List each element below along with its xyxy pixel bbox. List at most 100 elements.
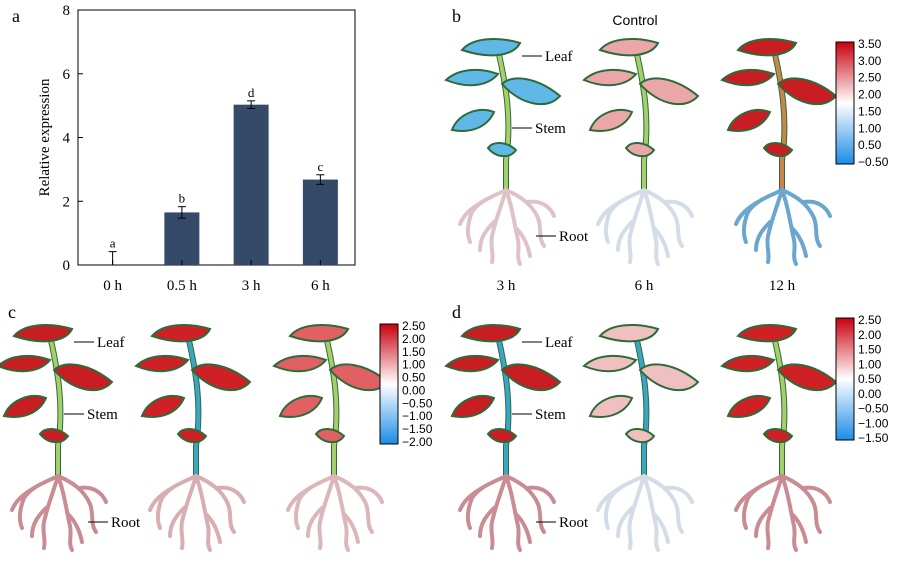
colorbar-tick-label: 1.50	[402, 345, 426, 359]
organ-label-root: Root	[559, 515, 589, 531]
root	[286, 486, 312, 512]
leaf-group	[314, 428, 346, 444]
leaf	[582, 68, 638, 87]
leaf-group	[460, 38, 522, 57]
leaf-group	[588, 109, 634, 132]
root	[790, 512, 808, 544]
root	[780, 474, 798, 552]
leaf	[314, 428, 346, 444]
colorbar-tick-label: 1.00	[402, 358, 426, 372]
y-tick-label: 0	[63, 258, 71, 274]
y-tick-label: 8	[63, 3, 71, 19]
leaf-group	[288, 324, 350, 343]
root	[652, 226, 670, 258]
leaf	[272, 354, 328, 373]
root	[504, 188, 546, 248]
root	[734, 486, 760, 512]
root	[596, 200, 622, 226]
colorbar-tick-label: −1.50	[858, 431, 889, 445]
plant	[582, 324, 700, 552]
root	[765, 474, 784, 550]
leaf	[486, 428, 518, 444]
leaf	[726, 395, 772, 418]
leaf-group	[598, 38, 660, 57]
root	[780, 474, 822, 534]
leaf-group	[776, 363, 838, 391]
leaf-group	[150, 324, 212, 343]
colorbar-d: 2.502.001.501.000.500.00−0.50−1.00−1.50	[835, 313, 889, 445]
colorbar-tick-label: 0.00	[402, 383, 426, 397]
leaf-group	[638, 77, 700, 105]
leaf	[150, 324, 212, 343]
leaf-group	[278, 395, 324, 418]
plant	[720, 324, 838, 552]
leaf	[278, 395, 324, 418]
leaf-group	[134, 354, 190, 373]
leaf-group	[776, 77, 838, 105]
root	[603, 188, 646, 244]
root	[30, 506, 48, 538]
leaf	[450, 109, 496, 132]
leaf	[638, 363, 700, 391]
colorbar-tick-label: 2.50	[402, 319, 426, 333]
leaf	[52, 363, 114, 391]
significance-label: b	[179, 191, 186, 206]
leaf-group	[762, 142, 794, 158]
root	[504, 474, 522, 552]
leaf-group	[176, 428, 208, 444]
colorbar-tick-label: −0.50	[402, 396, 433, 410]
plant	[444, 38, 562, 266]
leaf	[2, 395, 48, 418]
plant	[720, 38, 838, 266]
leaf	[776, 77, 838, 105]
leaf	[582, 354, 638, 373]
root	[802, 485, 832, 504]
leaf-group	[726, 395, 772, 418]
root	[216, 485, 246, 504]
root	[194, 474, 236, 534]
root	[66, 512, 84, 544]
leaf-group	[444, 354, 500, 373]
leaf	[134, 354, 190, 373]
root	[478, 220, 496, 252]
leaf	[444, 68, 500, 87]
leaf	[190, 363, 252, 391]
colorbar-tick-label: 0.50	[402, 371, 426, 385]
root	[194, 474, 212, 552]
leaf	[176, 428, 208, 444]
root	[526, 485, 556, 504]
leaf-group	[736, 324, 798, 343]
colorbar-tick-label: 2.00	[402, 332, 426, 346]
colorbar-tick-label: −1.50	[402, 422, 433, 436]
y-tick-label: 4	[63, 131, 71, 147]
root	[765, 188, 784, 264]
leaf	[0, 354, 52, 373]
colorbar-tick-label: 1.50	[858, 343, 882, 357]
panel-b-label: b	[452, 6, 461, 26]
leaf-group	[624, 428, 656, 444]
colorbar-tick-label: −0.50	[858, 155, 889, 169]
leaf	[624, 142, 656, 158]
colorbar-tick-label: 0.00	[858, 387, 882, 401]
leaf-group	[140, 395, 186, 418]
root	[489, 188, 508, 264]
leaf-group	[2, 395, 48, 418]
x-tick-label: 0.5 h	[167, 278, 198, 294]
colorbar-tick-label: 0.50	[858, 372, 882, 386]
leaf	[460, 38, 522, 57]
leaf-group	[582, 68, 638, 87]
leaf	[500, 363, 562, 391]
bar	[302, 179, 338, 265]
colorbar-tick-label: 1.00	[858, 121, 882, 135]
root	[603, 474, 646, 530]
significance-label: d	[248, 85, 255, 100]
root	[504, 474, 546, 534]
leaf-group	[450, 109, 496, 132]
plant	[444, 324, 562, 552]
leaf-group	[638, 363, 700, 391]
leaf-group	[762, 428, 794, 444]
